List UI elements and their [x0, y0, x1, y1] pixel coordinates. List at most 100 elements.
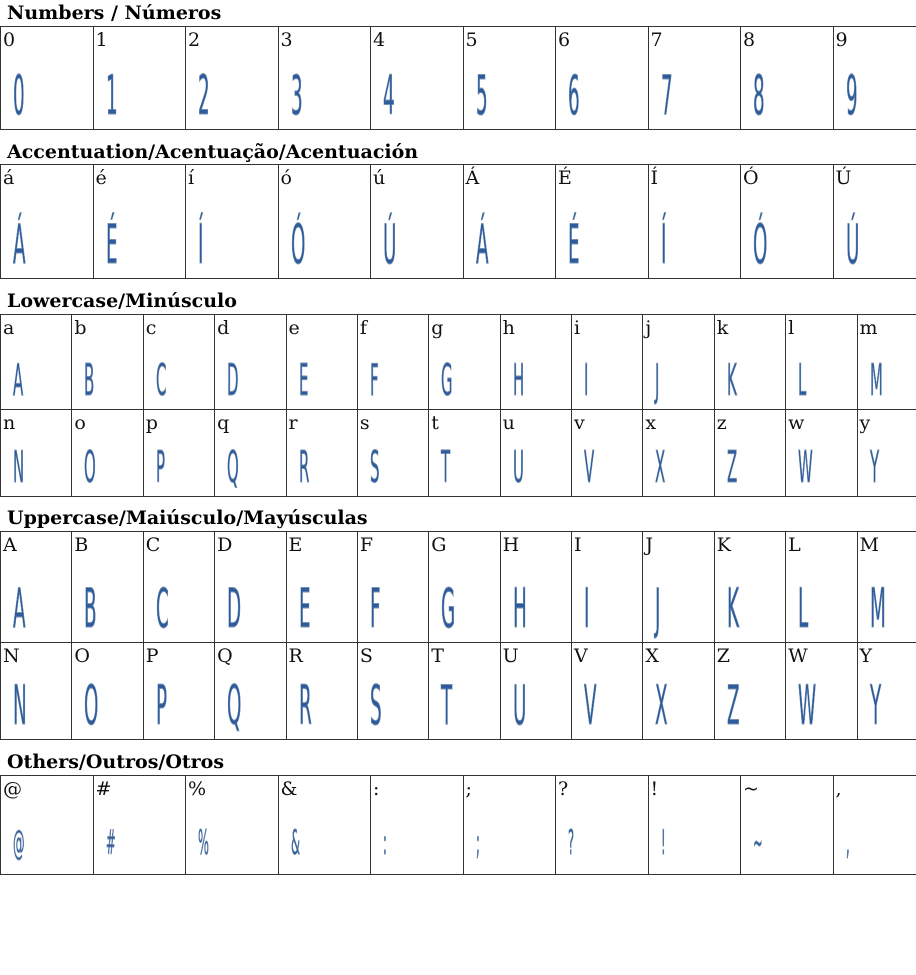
glyph-sample: I [584, 577, 590, 640]
character-label: 8 [743, 29, 756, 51]
glyph-sample: W [798, 442, 813, 493]
character-label: F [359, 534, 374, 556]
glyph-sample: Z [726, 674, 740, 737]
glyph-sample: Ú [845, 213, 859, 276]
glyph-sample: 9 [845, 64, 858, 127]
glyph-sample: 5 [475, 64, 488, 127]
glyph-sample: W [798, 674, 817, 737]
glyph-cell: !! [647, 775, 741, 875]
character-label: M [859, 534, 879, 556]
glyph-sample: 8 [753, 64, 765, 127]
character-label: v [574, 412, 585, 434]
character-label: # [95, 778, 112, 800]
glyph-sample: U [512, 442, 524, 493]
glyph-sample: Á [13, 213, 26, 276]
glyph-sample: F [369, 577, 381, 640]
glyph-sample: T [441, 674, 453, 737]
character-label: u [502, 412, 515, 434]
glyph-sample: V [584, 674, 597, 737]
character-label: b [74, 317, 87, 339]
character-label: d [217, 317, 230, 339]
glyph-sample: Ú [383, 213, 397, 276]
character-label: Q [217, 645, 233, 667]
glyph-sample: : [383, 823, 387, 863]
glyph-sample: C [155, 577, 169, 640]
glyph-sample: A [13, 355, 24, 406]
character-label: V [574, 645, 588, 667]
glyph-sample: V [584, 442, 595, 493]
glyph-cell: %% [185, 775, 279, 875]
glyph-sample: D [227, 577, 242, 640]
glyph-sample: Z [726, 442, 738, 493]
character-label: t [431, 412, 439, 434]
section-title: Numbers / Números [7, 2, 222, 24]
glyph-sample: J [655, 355, 660, 406]
glyph-sample: D [227, 355, 239, 406]
section-title: Lowercase/Minúsculo [7, 290, 237, 312]
character-label: Á [465, 167, 480, 189]
glyph-sample: Y [869, 674, 881, 737]
character-label: y [859, 412, 871, 434]
character-label: e [288, 317, 300, 339]
section-title: Accentuation/Acentuação/Acentuación [7, 141, 419, 163]
glyph-sample: @ [13, 823, 25, 863]
character-label: ó [280, 167, 292, 189]
glyph-table: @ @ # #%% & &::;;??!! ~ ~,, [0, 775, 916, 875]
glyph-sample: C [155, 355, 167, 406]
character-label: o [74, 412, 86, 434]
character-label: C [145, 534, 161, 556]
character-label: 1 [95, 29, 108, 51]
character-label: ~ [743, 778, 759, 800]
glyph-sample: ~ [753, 823, 763, 863]
glyph-cell: ~ ~ [740, 775, 834, 875]
character-label: 9 [835, 29, 848, 51]
glyph-sample: Á [475, 213, 489, 276]
character-label: 6 [558, 29, 571, 51]
character-label: 2 [188, 29, 201, 51]
glyph-sample: H [512, 577, 527, 640]
character-label: 0 [3, 29, 16, 51]
character-label: R [288, 645, 303, 667]
glyph-sample: S [369, 442, 380, 493]
character-label: Í [650, 167, 659, 189]
glyph-sample: H [512, 355, 524, 406]
character-label: Ú [835, 167, 852, 189]
glyph-cell: ;; [462, 775, 556, 875]
section-title: Uppercase/Maiúsculo/Mayúsculas [7, 507, 368, 529]
character-label: s [359, 412, 370, 434]
character-label: á [3, 167, 15, 189]
character-label: É [558, 167, 572, 189]
character-label: ú [373, 167, 386, 189]
glyph-sample: F [369, 355, 379, 406]
